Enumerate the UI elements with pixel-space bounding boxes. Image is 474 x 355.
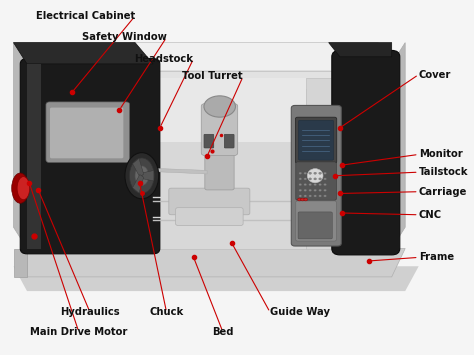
Ellipse shape	[307, 169, 323, 183]
Ellipse shape	[17, 176, 30, 200]
Circle shape	[299, 172, 301, 174]
Circle shape	[319, 184, 321, 186]
FancyBboxPatch shape	[46, 102, 130, 163]
Text: Main Drive Motor: Main Drive Motor	[30, 327, 128, 337]
Circle shape	[314, 189, 317, 191]
Circle shape	[298, 198, 301, 201]
Circle shape	[304, 172, 307, 174]
Ellipse shape	[12, 173, 29, 203]
Circle shape	[309, 178, 311, 180]
Circle shape	[324, 172, 327, 174]
Circle shape	[314, 184, 317, 186]
Polygon shape	[27, 71, 392, 248]
Text: Frame: Frame	[419, 252, 454, 262]
Polygon shape	[27, 64, 40, 248]
Circle shape	[319, 195, 321, 197]
Polygon shape	[153, 78, 306, 142]
Text: Bed: Bed	[212, 327, 234, 337]
FancyBboxPatch shape	[292, 105, 341, 246]
FancyBboxPatch shape	[169, 188, 250, 215]
FancyBboxPatch shape	[175, 208, 243, 225]
FancyBboxPatch shape	[332, 50, 400, 255]
Circle shape	[324, 178, 327, 180]
Text: Monitor: Monitor	[419, 149, 463, 159]
Polygon shape	[142, 168, 207, 174]
Circle shape	[299, 178, 301, 180]
Text: Cover: Cover	[419, 70, 451, 80]
FancyBboxPatch shape	[20, 59, 160, 254]
Polygon shape	[133, 175, 144, 193]
Circle shape	[309, 195, 311, 197]
Circle shape	[319, 172, 321, 174]
FancyBboxPatch shape	[299, 120, 334, 160]
FancyBboxPatch shape	[205, 108, 234, 190]
Text: Chuck: Chuck	[149, 307, 184, 317]
Circle shape	[324, 184, 327, 186]
Circle shape	[301, 198, 304, 201]
Circle shape	[299, 195, 301, 197]
Ellipse shape	[135, 166, 148, 185]
Polygon shape	[142, 170, 154, 181]
Circle shape	[304, 189, 307, 191]
Circle shape	[319, 178, 321, 180]
Text: Electrical Cabinet: Electrical Cabinet	[36, 11, 135, 21]
Text: Tool Turret: Tool Turret	[182, 71, 243, 81]
FancyBboxPatch shape	[296, 201, 337, 241]
Text: Safety Window: Safety Window	[82, 32, 166, 42]
FancyBboxPatch shape	[296, 162, 337, 200]
FancyBboxPatch shape	[295, 117, 337, 163]
Circle shape	[314, 178, 317, 180]
Circle shape	[304, 184, 307, 186]
Circle shape	[324, 189, 327, 191]
Circle shape	[304, 198, 308, 201]
FancyBboxPatch shape	[201, 104, 238, 155]
Polygon shape	[13, 43, 27, 248]
Text: Tailstock: Tailstock	[419, 167, 468, 177]
Polygon shape	[13, 43, 392, 71]
Polygon shape	[328, 43, 392, 57]
Circle shape	[299, 184, 301, 186]
Polygon shape	[133, 158, 144, 177]
Ellipse shape	[125, 153, 159, 199]
Circle shape	[309, 172, 311, 174]
Circle shape	[324, 195, 327, 197]
Ellipse shape	[204, 96, 236, 117]
Text: CNC: CNC	[419, 210, 442, 220]
Polygon shape	[306, 78, 351, 248]
Circle shape	[319, 189, 321, 191]
Text: Carriage: Carriage	[419, 187, 467, 197]
FancyBboxPatch shape	[298, 212, 332, 239]
Text: Hydraulics: Hydraulics	[60, 307, 120, 317]
Circle shape	[314, 195, 317, 197]
Circle shape	[299, 189, 301, 191]
Circle shape	[309, 189, 311, 191]
Polygon shape	[153, 89, 306, 248]
Polygon shape	[13, 266, 419, 291]
FancyBboxPatch shape	[224, 134, 234, 148]
Text: Guide Way: Guide Way	[270, 307, 330, 317]
Text: Headstock: Headstock	[135, 54, 193, 64]
Polygon shape	[13, 43, 153, 64]
FancyBboxPatch shape	[204, 134, 214, 148]
Circle shape	[304, 178, 307, 180]
FancyBboxPatch shape	[297, 158, 333, 193]
FancyBboxPatch shape	[50, 108, 123, 158]
Polygon shape	[27, 248, 405, 277]
Ellipse shape	[129, 158, 154, 193]
Circle shape	[314, 172, 317, 174]
Polygon shape	[13, 248, 27, 277]
Circle shape	[309, 184, 311, 186]
Polygon shape	[392, 43, 405, 248]
Circle shape	[304, 195, 307, 197]
